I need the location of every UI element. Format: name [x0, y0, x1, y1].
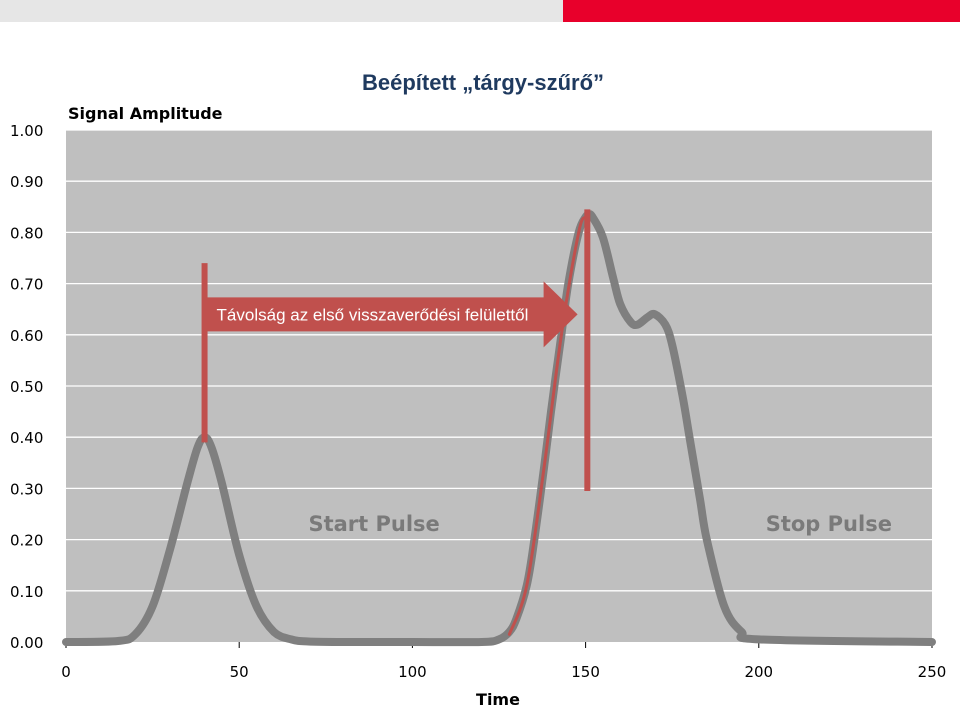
y-tick-label: 0.30 [10, 480, 43, 498]
distance-arrow [204, 281, 578, 348]
stop-pulse-label: Stop Pulse [766, 512, 892, 536]
y-tick-label: 0.50 [10, 378, 43, 396]
y-tick-label: 0.10 [10, 583, 43, 601]
x-tick-label: 250 [918, 663, 947, 681]
x-tick-label: 50 [230, 663, 249, 681]
slide-title: Beépített „tárgy-szűrő” [361, 70, 605, 95]
y-tick-label: 1.00 [10, 122, 43, 140]
y-tick-label: 0.70 [10, 276, 43, 294]
y-tick-label: 0.40 [10, 429, 43, 447]
x-tick-label: 0 [61, 663, 71, 681]
y-tick-label: 0.00 [10, 634, 43, 652]
y-tick-label: 0.80 [10, 224, 43, 242]
x-axis-title: Time [476, 690, 520, 707]
x-tick-label: 100 [398, 663, 427, 681]
pulse-markers [201, 209, 591, 491]
x-tick-label: 200 [744, 663, 773, 681]
x-axis-ticks: 0 50 100 150 200 250 [61, 642, 946, 681]
x-tick-label: 150 [571, 663, 600, 681]
distance-label: Távolság az első visszaverődési felülett… [217, 305, 529, 324]
top-bar-gray [0, 0, 563, 22]
y-tick-label: 0.20 [10, 532, 43, 550]
rising-edge-overlay [507, 215, 588, 636]
y-tick-label: 0.60 [10, 327, 43, 345]
start-pulse-label: Start Pulse [308, 512, 439, 536]
y-axis-ticks: 0.00 0.10 0.20 0.30 0.40 0.50 0.60 0.70 0.80 0.90… [10, 122, 43, 652]
top-bar-red [563, 0, 960, 22]
y-tick-label: 0.90 [10, 173, 43, 191]
y-axis-title: Signal Amplitude [68, 104, 223, 123]
